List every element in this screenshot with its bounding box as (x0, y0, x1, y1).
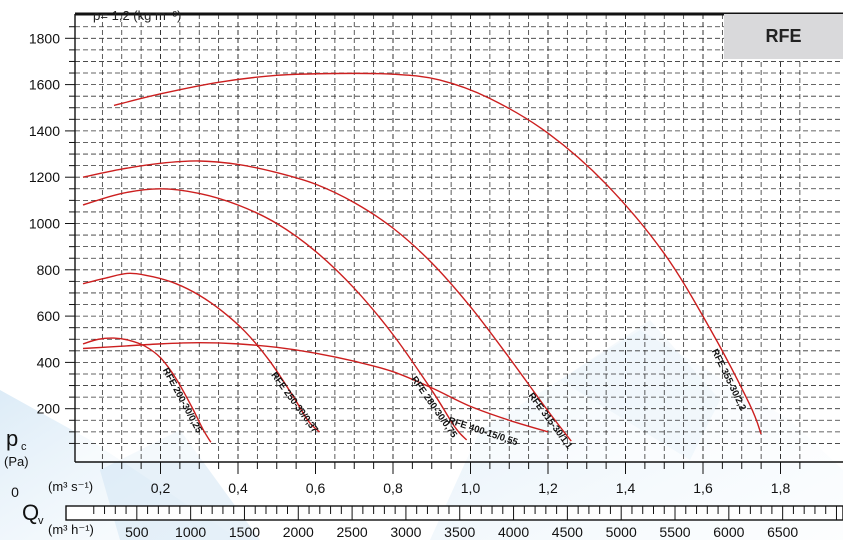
density-note: ρ= 1,2 (kg m⁻³) (93, 8, 182, 23)
x-tick-label-s: 1,8 (771, 480, 791, 496)
x-tick-label-s: 1,0 (461, 480, 481, 496)
x-tick-label-h: 1000 (175, 524, 206, 540)
x-tick-label-s: 0,6 (306, 480, 326, 496)
x-tick-label-h: 5500 (659, 524, 690, 540)
rfe-badge: RFE (724, 14, 843, 59)
x-tick-label-h: 5000 (606, 524, 637, 540)
y-axis-subscript: c (21, 441, 27, 453)
x-tick-label-h: 3000 (390, 524, 421, 540)
series-line-0 (82, 337, 212, 443)
series-line-1 (82, 272, 320, 433)
series (82, 72, 762, 443)
x-tick-label-h: 1500 (229, 524, 260, 540)
y-tick-label: 400 (37, 354, 61, 370)
x-unit-per-hour: (m³ h⁻¹) (48, 522, 94, 537)
y-axis-unit: (Pa) (4, 454, 29, 469)
y-tick-label: 1400 (29, 123, 60, 139)
y-tick-label: 600 (37, 308, 61, 324)
y-tick-label: 200 (37, 401, 61, 417)
axes: 200 400 600 800 1000 1200 1400 1600 1800 0 p c(Pa) 0… (4, 12, 843, 540)
x-tick-label-h: 6000 (713, 524, 744, 540)
x-tick-label-h: 3500 (444, 524, 475, 540)
x-tick-label-h: 4500 (552, 524, 583, 540)
series-line-3 (82, 160, 572, 442)
x-tick-label-s: 0,2 (151, 480, 171, 496)
x-axis-symbol: Q (22, 500, 39, 525)
series-line-5 (113, 72, 762, 435)
grid (75, 14, 843, 462)
y-tick-label: 1800 (29, 30, 60, 46)
x-tick-label-h: 6500 (767, 524, 798, 540)
x-tick-label-h: 500 (125, 524, 149, 540)
y-axis-symbol: p (6, 426, 18, 451)
x-tick-label-h: 2000 (283, 524, 314, 540)
y-tick-label: 1000 (29, 216, 60, 232)
flow-ruler (65, 505, 843, 521)
x-tick-label-s: 1,6 (693, 480, 713, 496)
x-unit-per-second: (m³ s⁻¹) (48, 479, 93, 494)
y-tick-label: 1200 (29, 169, 60, 185)
x-tick-label-h: 4000 (498, 524, 529, 540)
series-line-4 (82, 342, 549, 433)
y-tick-label: 1600 (29, 77, 60, 93)
series-line-2 (82, 188, 468, 441)
y-zero-label: 0 (11, 484, 19, 500)
x-tick-label-s: 0,4 (228, 480, 248, 496)
x-tick-label-s: 0,8 (383, 480, 403, 496)
plot-area (75, 14, 843, 462)
x-axis-subscript: v (38, 515, 44, 527)
x-tick-label-h: 2500 (337, 524, 368, 540)
x-tick-label-s: 1,4 (616, 480, 636, 496)
y-tick-label: 800 (37, 262, 61, 278)
x-tick-label-s: 1,2 (538, 480, 558, 496)
